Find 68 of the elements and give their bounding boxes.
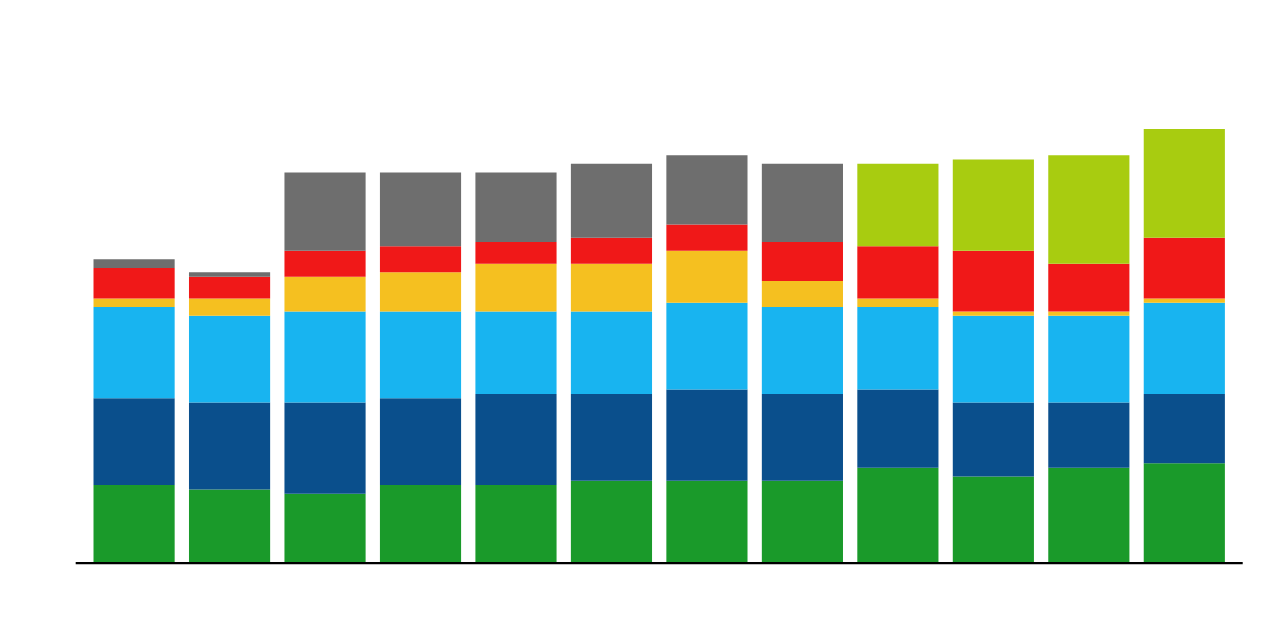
bar [93, 398, 175, 486]
bar [93, 259, 175, 269]
bar [475, 311, 557, 394]
bar [570, 237, 653, 264]
bar [666, 250, 748, 303]
bar [761, 393, 843, 481]
bar [1143, 463, 1225, 564]
bar [379, 485, 462, 564]
bar [761, 163, 843, 242]
bar [188, 276, 271, 299]
bar [188, 315, 271, 403]
bar [952, 250, 1034, 312]
bar [1048, 315, 1130, 403]
bar [857, 298, 939, 308]
bar [1143, 237, 1225, 299]
bar [284, 402, 366, 494]
bar [93, 268, 175, 299]
bar [570, 480, 653, 564]
bar [666, 302, 748, 390]
bar [952, 159, 1034, 251]
bar [761, 307, 843, 394]
bar [284, 276, 366, 312]
bar [666, 224, 748, 251]
bar [475, 485, 557, 564]
bar [761, 241, 843, 282]
bar [857, 467, 939, 564]
bar [379, 311, 462, 399]
bar [475, 172, 557, 242]
bar [475, 393, 557, 486]
bar [857, 163, 939, 247]
bar [857, 389, 939, 468]
bar [857, 307, 939, 390]
bar [284, 172, 366, 251]
bar [1143, 302, 1225, 394]
bar [666, 155, 748, 225]
bar [570, 393, 653, 481]
bar [1048, 155, 1130, 264]
bar [761, 281, 843, 308]
bar [93, 307, 175, 399]
bar [284, 311, 366, 403]
bar [379, 246, 462, 273]
bar [284, 493, 366, 564]
bar [1143, 393, 1225, 464]
bar [188, 402, 271, 490]
bar [475, 241, 557, 264]
bar [952, 315, 1034, 403]
bar [1048, 467, 1130, 564]
bar [93, 298, 175, 308]
bar [857, 246, 939, 299]
bar [570, 263, 653, 312]
bar [570, 163, 653, 238]
bar [666, 389, 748, 481]
bar [379, 398, 462, 486]
bar [475, 263, 557, 312]
bar [952, 476, 1034, 564]
bar [1048, 263, 1130, 312]
bar [284, 250, 366, 277]
bar [666, 480, 748, 564]
bar [379, 172, 462, 247]
bar [188, 489, 271, 564]
bar [93, 485, 175, 564]
bar [761, 480, 843, 564]
bar [952, 402, 1034, 477]
bar [188, 298, 271, 316]
bar [570, 311, 653, 394]
bar [1048, 402, 1130, 468]
bar [379, 272, 462, 312]
bar [1143, 129, 1225, 238]
